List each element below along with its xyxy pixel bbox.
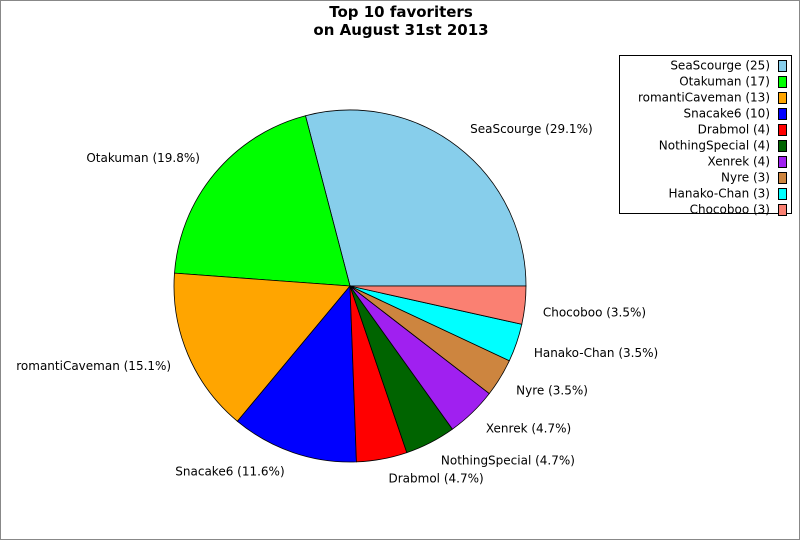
legend-swatch <box>778 204 787 216</box>
legend-label: Drabmol (4) <box>698 123 770 137</box>
legend-swatch <box>778 76 787 88</box>
legend-label: Otakuman (17) <box>679 75 770 89</box>
legend-swatch <box>778 108 787 120</box>
pie-slice <box>349 285 527 325</box>
legend-swatch <box>778 140 787 152</box>
legend-label: Snacake6 (10) <box>683 107 770 121</box>
slice-label: Hanako-Chan (3.5%) <box>534 346 658 360</box>
legend-label: Chocoboo (3) <box>690 203 770 217</box>
pie-slice <box>174 115 351 287</box>
legend-swatch <box>778 156 787 168</box>
chart-title: Top 10 favoriters on August 31st 2013 <box>313 3 488 39</box>
pie-slice <box>236 284 357 463</box>
pie-slice <box>304 109 527 287</box>
slice-label: Otakuman (19.8%) <box>86 151 200 165</box>
legend-label: Hanako-Chan (3) <box>668 187 770 201</box>
legend-swatch <box>778 60 787 72</box>
legend-label: NothingSpecial (4) <box>659 139 770 153</box>
legend-label: SeaScourge (25) <box>670 59 770 73</box>
legend-swatch <box>778 188 787 200</box>
legend-label: romantiCaveman (13) <box>638 91 770 105</box>
slice-label: Nyre (3.5%) <box>516 383 588 397</box>
legend-label: Nyre (3) <box>721 171 770 185</box>
slice-label: Xenrek (4.7%) <box>486 421 571 435</box>
legend-swatch <box>778 92 787 104</box>
slice-label: NothingSpecial (4.7%) <box>441 453 575 467</box>
legend-swatch <box>778 172 787 184</box>
pie-slice <box>173 272 351 422</box>
slice-label: Drabmol (4.7%) <box>389 471 484 485</box>
legend-label: Xenrek (4) <box>708 155 770 169</box>
slice-label: Snacake6 (11.6%) <box>175 464 284 478</box>
legend-box <box>619 55 792 214</box>
legend-swatch <box>778 124 787 136</box>
slice-label: SeaScourge (29.1%) <box>470 122 593 136</box>
slice-label: romantiCaveman (15.1%) <box>16 359 171 373</box>
slice-label: Chocoboo (3.5%) <box>543 305 646 319</box>
